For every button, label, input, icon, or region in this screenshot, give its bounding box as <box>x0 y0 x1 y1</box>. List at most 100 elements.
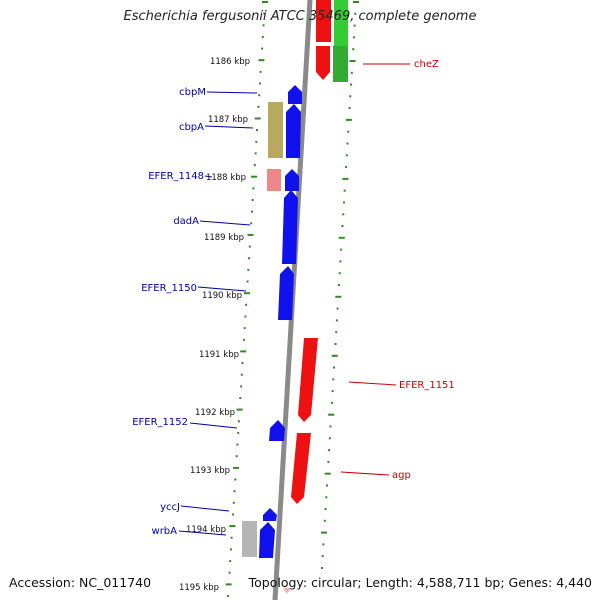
rna-feature[interactable] <box>268 102 283 158</box>
gene-label-cbpM[interactable]: cbpM <box>179 87 206 98</box>
tick-mark <box>241 362 244 365</box>
gene-label-EFER_1151[interactable]: EFER_1151 <box>399 380 455 391</box>
cbpA-gene-arrow[interactable] <box>286 104 301 158</box>
gene-label-agp[interactable]: agp <box>392 470 411 481</box>
tick-mark <box>345 154 348 157</box>
tick-mark <box>248 245 251 248</box>
tick-mark <box>227 595 229 597</box>
tick-mark <box>325 496 328 499</box>
tick-mark <box>239 397 242 399</box>
tick-mark <box>321 531 328 534</box>
tick-mark <box>243 327 246 330</box>
EFER_1150-gene-arrow[interactable] <box>278 266 294 320</box>
tick-mark <box>321 567 323 569</box>
tick-mark <box>243 292 250 295</box>
reverse-label-leaders <box>178 91 258 536</box>
gene-label-EFER_1150[interactable]: EFER_1150 <box>141 283 197 294</box>
wrbA-gene-arrow[interactable] <box>259 522 275 558</box>
forward-gene-labels: cheZ EFER_1151 agp <box>392 59 455 481</box>
tick-mark <box>342 213 345 216</box>
scale-label: 1194 kbp <box>186 525 226 535</box>
agp-gene-arrow[interactable] <box>291 433 311 504</box>
tick-mark <box>252 187 255 190</box>
pseudo-feature[interactable] <box>267 169 281 191</box>
EFER_1152-gene-arrow[interactable] <box>269 420 285 441</box>
tick-mark <box>253 164 256 167</box>
tick-mark <box>232 501 235 504</box>
tick-mark <box>332 378 335 381</box>
tick-mark <box>254 152 257 155</box>
outer-tick-track <box>321 1 359 569</box>
tick-mark <box>328 449 331 452</box>
gene-arrow[interactable] <box>334 0 348 46</box>
tick-mark <box>353 1 359 3</box>
tick-mark <box>345 166 348 169</box>
scale-label: 1192 kbp <box>195 408 235 418</box>
tick-mark <box>350 83 352 86</box>
scale-labels: 1186 kbp 1187 kbp 1188 kbp 1189 kbp 1190… <box>179 57 250 593</box>
tick-mark <box>251 175 258 178</box>
tick-mark <box>327 460 330 463</box>
cheZ-gene-arrow[interactable] <box>316 46 330 80</box>
tick-mark <box>230 536 233 539</box>
gene-label-dadA[interactable]: dadA <box>173 216 199 227</box>
tick-mark <box>229 548 232 551</box>
tick-mark <box>234 478 237 481</box>
tick-mark <box>330 401 333 404</box>
tick-mark <box>244 315 247 318</box>
gene-label-wrbA[interactable]: wrbA <box>152 526 178 537</box>
cbpM-gene-arrow[interactable] <box>288 85 302 104</box>
tick-mark <box>336 307 339 310</box>
gene-arrow[interactable] <box>333 46 348 82</box>
tick-mark <box>250 210 253 213</box>
gene-label-EFER_1152[interactable]: EFER_1152 <box>132 417 188 428</box>
tick-mark <box>236 443 239 446</box>
tick-mark <box>341 225 344 227</box>
tick-mark <box>338 236 345 239</box>
tick-mark <box>350 71 353 74</box>
tick-mark <box>235 455 238 458</box>
tick-mark <box>229 560 232 563</box>
gene-arrow[interactable] <box>316 0 331 42</box>
scale-label: 1193 kbp <box>190 466 230 476</box>
tick-mark <box>243 338 245 341</box>
yccJ-gene-arrow[interactable] <box>263 508 277 521</box>
tick-mark <box>352 48 355 51</box>
tick-mark <box>247 233 254 236</box>
tick-mark <box>258 82 261 85</box>
tick-mark <box>353 24 356 27</box>
inner-tick-track <box>225 1 268 597</box>
dadA-gene-arrow[interactable] <box>282 190 298 264</box>
tick-mark <box>228 571 231 574</box>
tick-mark <box>237 420 240 423</box>
accession-text: Accession: NC_011740 <box>9 575 152 590</box>
tick-mark <box>251 199 254 201</box>
tick-mark <box>323 519 326 522</box>
gene-label-cheZ[interactable]: cheZ <box>414 59 439 70</box>
reverse-gene-labels: cbpM cbpA EFER_1148 dadA EFER_1150 EFER_… <box>132 87 206 537</box>
tick-mark <box>250 222 253 225</box>
gene-label-cbpA[interactable]: cbpA <box>179 122 204 133</box>
gray-feature[interactable] <box>242 521 257 557</box>
gene-label-yccJ[interactable]: yccJ <box>160 502 180 513</box>
tick-mark <box>324 508 327 510</box>
EFER_1148-gene-arrow[interactable] <box>285 169 299 191</box>
tick-mark <box>335 295 342 298</box>
scale-label: 1188 kbp <box>206 173 246 183</box>
reverse-features <box>242 85 302 558</box>
scale-label: 1190 kbp <box>202 291 242 301</box>
tick-mark <box>262 24 265 27</box>
gene-label-EFER_1148[interactable]: EFER_1148 <box>148 171 204 182</box>
tick-mark <box>331 354 338 357</box>
tick-mark <box>263 12 266 15</box>
tick-mark <box>321 555 324 558</box>
tick-mark <box>256 129 258 132</box>
tick-mark <box>352 36 355 39</box>
tick-mark <box>326 484 328 487</box>
tick-mark <box>240 350 247 353</box>
topology-text: Topology: circular; Length: 4,588,711 bp… <box>248 575 592 590</box>
EFER_1151-gene-arrow[interactable] <box>298 338 318 422</box>
tick-mark <box>261 47 264 50</box>
tick-mark <box>262 1 268 3</box>
